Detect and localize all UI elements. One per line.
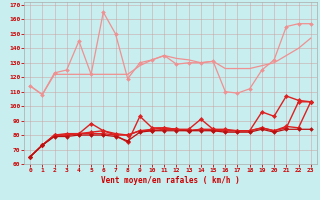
X-axis label: Vent moyen/en rafales ( km/h ): Vent moyen/en rafales ( km/h ) [101, 176, 240, 185]
